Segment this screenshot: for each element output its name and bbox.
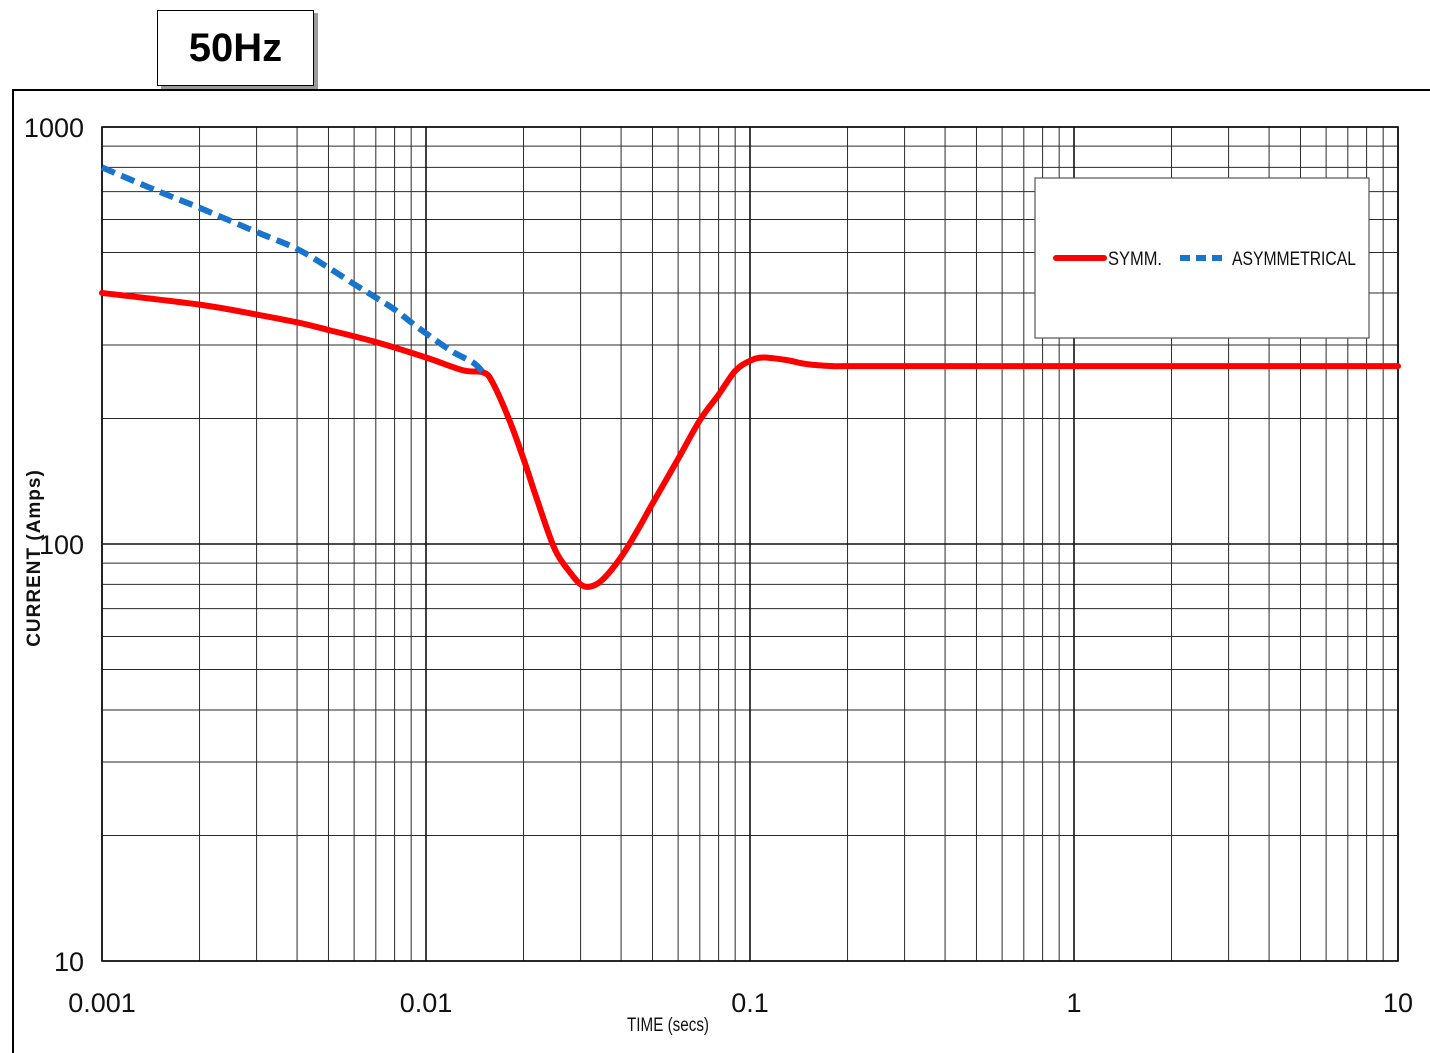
x-tick-label: 0.001 (68, 988, 136, 1018)
x-tick-labels: 0.001 0.01 0.1 1 10 (68, 988, 1413, 1018)
plot-border (101, 126, 1399, 962)
frequency-label: 50Hz (157, 10, 314, 86)
y-tick-labels: 10 100 1000 (24, 113, 84, 977)
y-axis-title: CURRENT (Amps) (24, 469, 45, 647)
x-tick-label: 0.01 (400, 988, 453, 1018)
y-tick-label: 10 (54, 947, 84, 977)
legend-label-symm: SYMM. (1108, 249, 1162, 270)
legend: SYMM. ASYMMETRICAL (1034, 177, 1370, 339)
series-line-asymmetrical (100, 164, 486, 375)
major-gridlines (101, 126, 1399, 962)
x-tick-label: 10 (1383, 988, 1413, 1018)
x-axis-title: TIME (secs) (627, 1015, 709, 1036)
series-layer (99, 164, 1401, 590)
x-tick-label: 1 (1066, 988, 1081, 1018)
legend-label-asymmetrical: ASYMMETRICAL (1232, 249, 1356, 270)
series-line-symm (99, 289, 1401, 590)
y-tick-label: 1000 (24, 113, 84, 143)
y-tick-label: 100 (39, 530, 84, 560)
x-tick-label: 0.1 (731, 988, 769, 1018)
chart-frame (12, 89, 1430, 1053)
